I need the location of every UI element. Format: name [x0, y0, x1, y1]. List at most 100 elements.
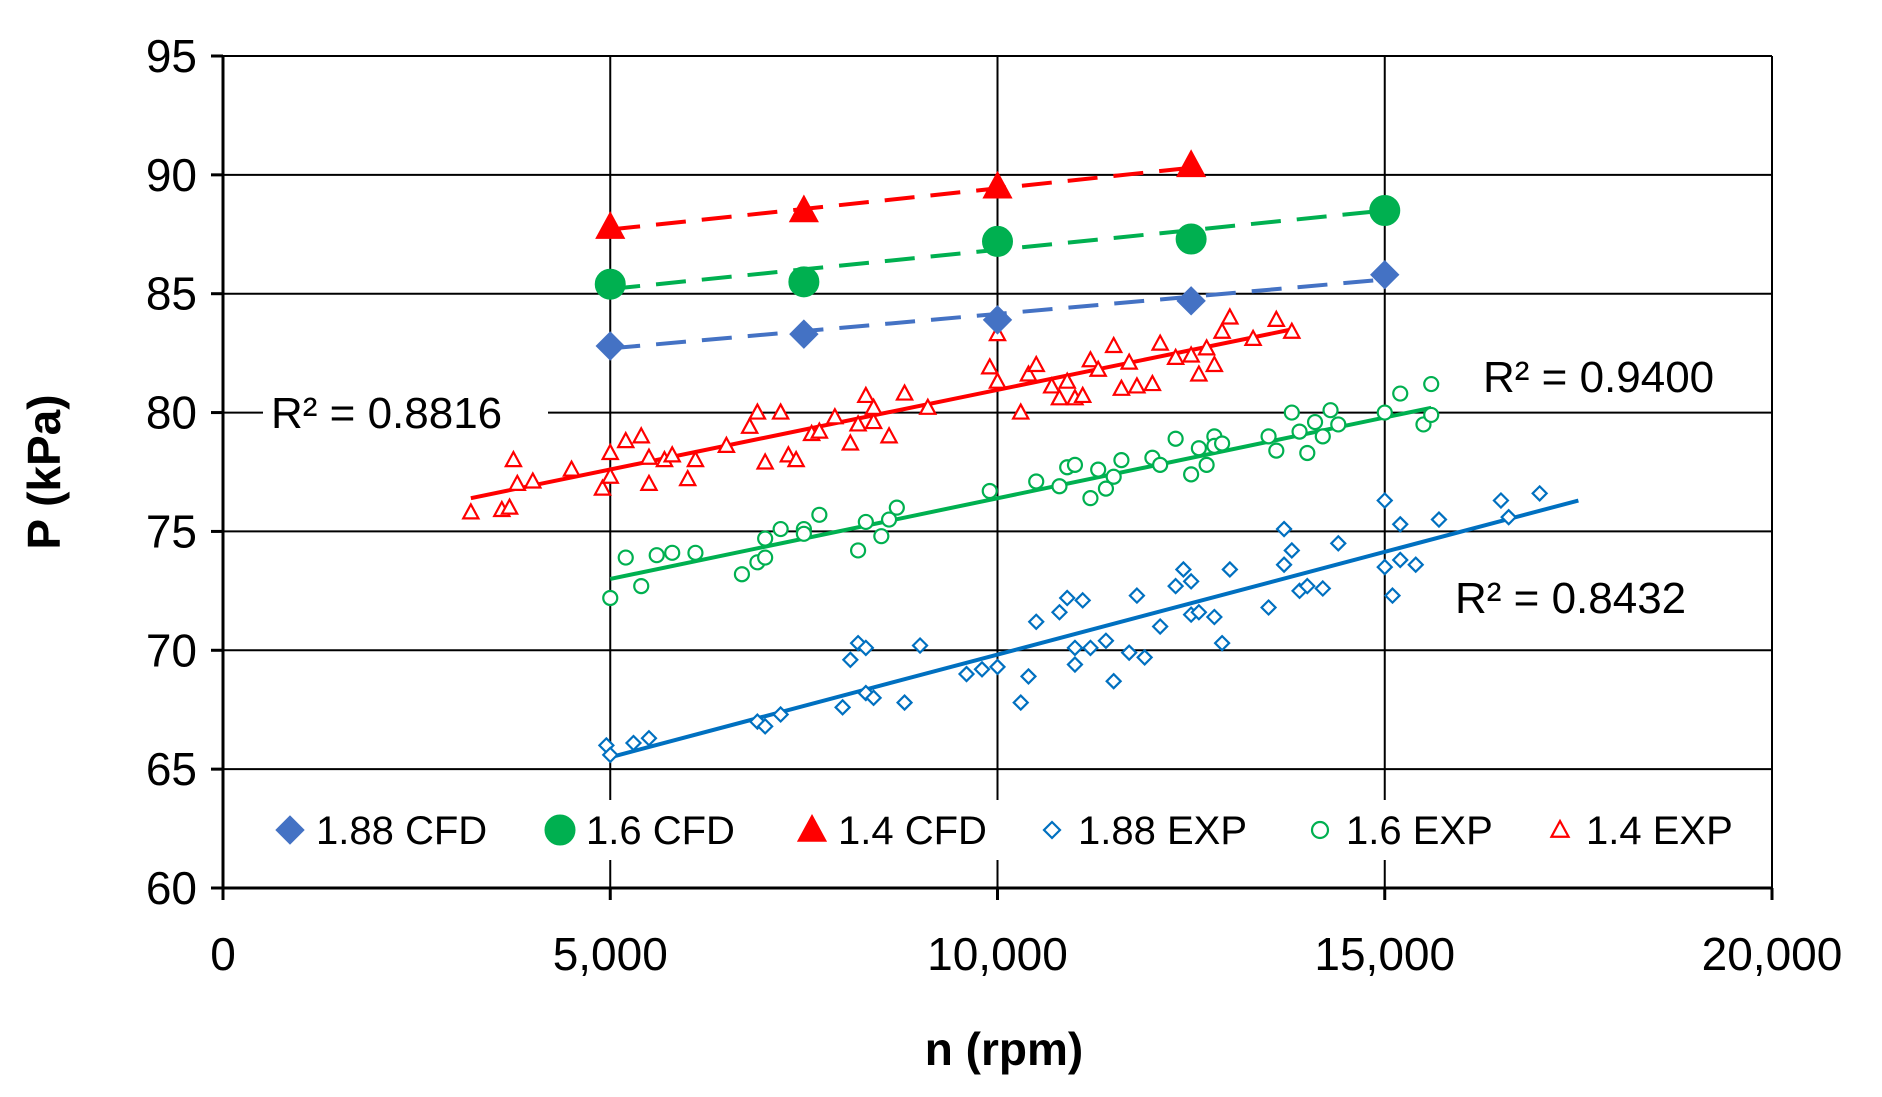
legend-14-cfd-label: 1.4 CFD — [838, 809, 987, 853]
188-exp-point — [1221, 560, 1239, 579]
16-exp-point — [849, 542, 867, 559]
16-exp-point — [1268, 442, 1285, 459]
16-cfd-point — [788, 266, 820, 298]
16-cfd-point — [594, 268, 626, 300]
14-exp-point — [755, 452, 775, 470]
14-exp-point — [918, 397, 938, 415]
x-tick-label: 0 — [210, 928, 236, 980]
14-exp-point — [840, 433, 860, 451]
188-exp-point — [624, 734, 643, 752]
188-exp-point — [1167, 577, 1185, 595]
14-exp-point — [1181, 345, 1201, 363]
14-exp-point — [631, 426, 651, 444]
188-exp-point — [1058, 589, 1076, 607]
r2-label-background — [263, 388, 548, 440]
14-cfd-trendline — [610, 165, 1192, 232]
188-exp-point — [772, 705, 790, 724]
14-exp-point — [1150, 333, 1170, 351]
188-exp-point — [957, 665, 976, 683]
16-exp-point — [1423, 375, 1440, 393]
16-exp-point — [617, 549, 634, 566]
14-cfd-point — [1176, 149, 1207, 178]
16-cfd-point — [982, 225, 1013, 257]
x-tick-label: 5,000 — [553, 928, 668, 980]
16-exp-point — [602, 589, 619, 607]
188-exp-point — [1275, 556, 1293, 574]
16-exp-point — [857, 513, 874, 531]
tick-labels: 60 65 70 75 80 85 90 95 0 5,000 10,000 15,000 20,000 — [146, 30, 1843, 980]
14-exp-point — [864, 411, 884, 430]
16-exp-point — [795, 525, 812, 542]
188-exp-point — [1531, 484, 1549, 502]
16-exp-point — [1082, 490, 1099, 507]
188-exp-point — [1500, 508, 1518, 526]
188-cfd-point — [1176, 286, 1206, 316]
14-exp-point — [1197, 338, 1217, 356]
14-exp-point — [1111, 378, 1131, 396]
188-exp-point — [857, 639, 875, 657]
188-exp-trendline — [609, 498, 1579, 760]
188-exp-point — [1283, 541, 1301, 560]
14-exp-point — [507, 473, 527, 491]
axes — [211, 54, 1774, 900]
14-exp-point — [895, 383, 915, 401]
188-exp-point — [1136, 648, 1154, 666]
16-cfd-point — [1369, 195, 1401, 227]
14-exp-point — [771, 402, 791, 420]
188-exp-point — [1383, 587, 1402, 605]
14-exp-point — [1026, 354, 1046, 373]
14-exp-point — [864, 397, 884, 415]
188-exp-point — [1298, 577, 1316, 595]
16-exp-point — [1090, 461, 1107, 478]
16-exp-point — [1028, 473, 1045, 490]
188-exp-point — [1081, 639, 1099, 657]
188-exp-point — [1027, 613, 1045, 631]
188-exp-point — [1376, 558, 1394, 576]
188-exp-point — [1190, 603, 1208, 621]
188-exp-point — [1050, 603, 1069, 621]
legend-16-exp-label: 1.6 EXP — [1346, 809, 1493, 853]
14-exp-point — [1057, 371, 1077, 389]
16-exp-point — [1113, 452, 1130, 469]
y-tick-label: 85 — [146, 268, 197, 320]
188-exp-point — [601, 746, 619, 764]
legend-188-cfd-label: 1.88 CFD — [316, 809, 487, 853]
y-tick-label: 60 — [146, 862, 197, 914]
16-exp-point — [811, 506, 828, 523]
14-exp-point — [639, 473, 659, 491]
16-exp-point — [1051, 478, 1068, 495]
188-exp-point — [1492, 491, 1510, 510]
188-exp-point — [1391, 515, 1409, 533]
y-tick-label: 70 — [146, 624, 197, 676]
188-cfd-point — [595, 331, 625, 361]
14-exp-point — [639, 447, 659, 465]
14-exp-point — [1266, 309, 1286, 327]
14-exp-point — [1282, 321, 1302, 339]
188-exp-point — [973, 660, 991, 678]
188-exp-point — [1174, 560, 1192, 579]
188-exp-point — [1182, 572, 1200, 590]
14-exp-point — [1104, 335, 1124, 354]
188-exp-point — [1151, 617, 1169, 636]
trendlines — [470, 165, 1579, 760]
14-exp-point — [988, 371, 1007, 389]
y-tick-label: 65 — [146, 743, 197, 795]
r2-labels: R² = 0.8432 R² = 0.9400 R² = 0.8816 — [263, 353, 1714, 623]
16-exp-point — [1423, 406, 1440, 424]
188-exp-point — [1205, 608, 1223, 626]
188-exp-point — [988, 658, 1007, 676]
188-exp-r2-label: R² = 0.8432 — [1455, 574, 1686, 623]
14-exp-point — [1166, 347, 1186, 365]
16-exp-point — [1376, 404, 1393, 421]
188-exp-point — [1329, 534, 1347, 552]
16-exp-point — [1392, 385, 1409, 402]
14-exp-point — [616, 430, 636, 449]
188-exp-point — [756, 717, 774, 735]
188-exp-point — [1407, 556, 1425, 574]
14-exp-point — [786, 449, 806, 468]
188-exp-point — [834, 698, 852, 716]
x-tick-label: 15,000 — [1314, 928, 1455, 980]
14-exp-point — [825, 407, 845, 425]
188-exp-point — [1105, 672, 1123, 690]
14-exp-point — [747, 402, 767, 420]
